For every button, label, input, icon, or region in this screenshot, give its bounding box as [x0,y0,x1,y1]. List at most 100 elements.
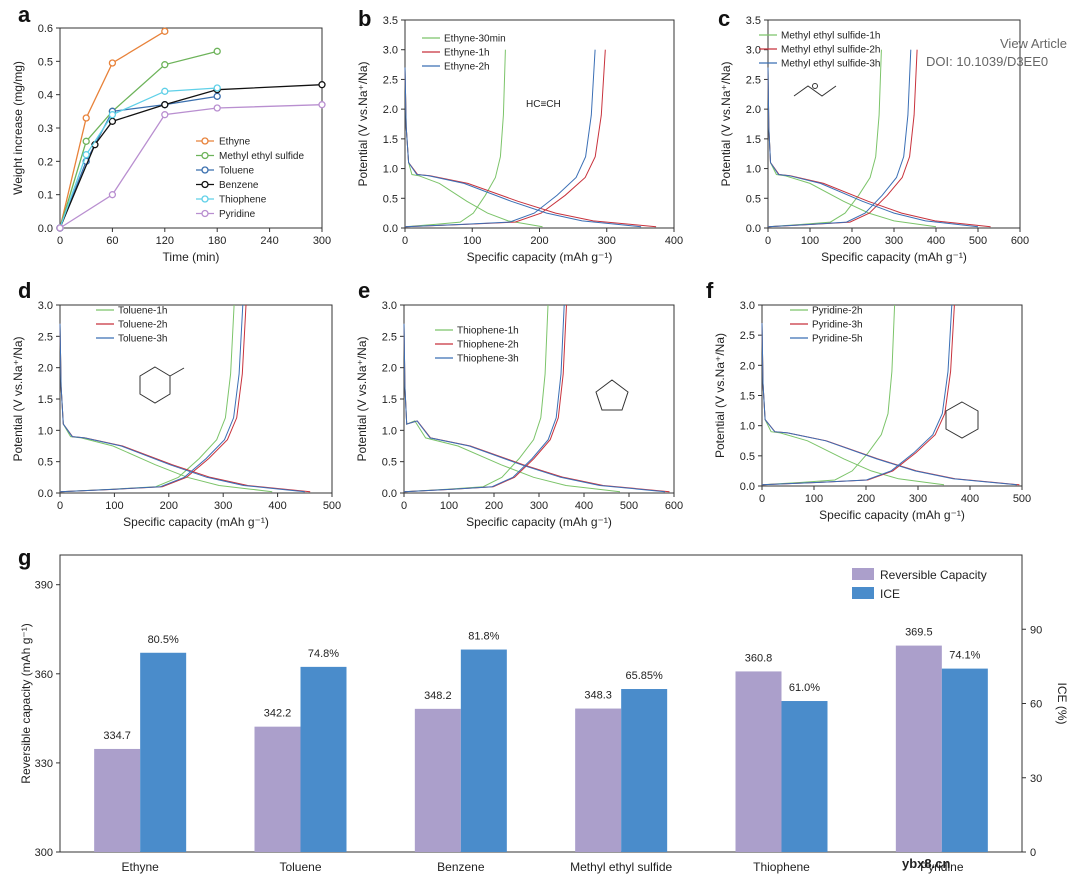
legend-marker [201,166,209,174]
legend-label: Pyridine [219,209,256,220]
legend-label: Ethyne-30min [444,34,506,45]
category-label: Pyridine [920,860,964,874]
y2-tick-label: 30 [1030,773,1042,785]
legend-marker [201,151,209,160]
y-tick-label: 1.5 [382,394,397,406]
bar-capacity-label: 348.3 [584,690,612,702]
x-tick-label: 300 [313,235,331,247]
x-tick-label: 120 [156,235,174,247]
y-tick-label: 0.5 [382,457,397,469]
y-tick-label: 0.0 [746,223,761,235]
x-tick-label: 0 [402,235,408,247]
x-tick-label: 400 [665,235,683,247]
x-tick-label: 100 [805,493,823,505]
y-tick-label: 2.5 [383,74,398,86]
y2-tick-label: 0 [1030,847,1036,859]
data-point [82,137,90,145]
discharge-curve-2 [761,323,1017,486]
bar-capacity-label: 360.8 [745,652,773,664]
bar-capacity [94,748,141,852]
legend-label: Ethyne-2h [444,62,490,73]
legend-marker [201,137,209,145]
y-tick-label: 1.0 [740,421,755,433]
plot-frame-g [59,554,1023,853]
x-tick-label: 500 [969,235,987,247]
y-tick-label: 0.5 [383,193,398,205]
legend-label: Pyridine-3h [812,320,863,331]
y-axis-label: Reversible capacity (mAh g⁻¹) [19,623,33,783]
sulfur-atom [812,83,818,89]
x-tick-label: 500 [1013,493,1031,505]
legend-label: Pyridine-5h [812,334,863,345]
x-tick-label: 0 [759,493,765,505]
legend-label: Ethyne [219,137,251,148]
y-tick-label: 2.0 [38,363,53,375]
data-point [161,61,169,69]
y-axis-label: Potential (V vs.Na⁺/Na) [719,61,733,186]
y-tick-label: 0.2 [38,156,53,168]
category-label: Methyl ethyl sulfide [570,860,672,874]
y-tick-label: 0.0 [383,223,398,235]
category-label: Ethyne [121,860,159,874]
y-tick-label: 1.5 [746,134,761,146]
methyl-bond [169,367,185,377]
legend-label: Thiophene-2h [457,340,519,351]
x-tick-label: 300 [598,235,616,247]
x-tick-label: 100 [801,235,819,247]
discharge-curve-2 [404,67,642,228]
bar-ice-label: 61.0% [789,682,820,694]
bar-ice [781,701,828,852]
x-axis-label: Time (min) [163,250,220,264]
data-point [213,92,221,100]
data-point [161,27,169,35]
discharge-curve-2 [59,323,305,493]
bar-ice-label: 74.1% [949,650,980,662]
legend-label: Methyl ethyl sulfide-1h [781,31,881,42]
y-tick-label: 390 [35,580,53,592]
y-tick-label: 0.0 [38,488,53,500]
series-line-0 [59,30,166,229]
discharge-curve-1 [761,323,1020,486]
y-axis-label: Potential (V vs.Na⁺/Na) [356,61,370,186]
x-tick-label: 0 [765,235,771,247]
panel-letter-c: c [718,6,730,31]
y-tick-label: 0.4 [38,90,53,102]
x-tick-label: 500 [620,500,638,512]
bar-ice [140,652,187,852]
data-point [318,101,326,109]
discharge-curve-2 [403,323,666,493]
plot-frame-f [761,304,1023,487]
charge-curve-2 [767,49,912,228]
bar-ice [300,666,347,852]
legend-label: Methyl ethyl sulfide [219,151,304,162]
legend-label: Toluene-1h [118,306,167,317]
chart-c: 0 100 200 300 400 500 600 0.0 0.5 1.0 1.5 2.0 2.5 3.0… [719,15,1029,264]
panel-letter-a: a [18,2,31,27]
y-tick-label: 330 [35,758,53,770]
series-line-5 [59,104,323,229]
y-axis-label: Potential (V vs.Na⁺/Na) [713,333,727,458]
chart-f: 0 100 200 300 400 500 0.0 0.5 1.0 1.5 2.0 2.5 3.0 Spe… [713,300,1031,522]
x-tick-label: 300 [909,493,927,505]
y-tick-label: 0.1 [38,190,53,202]
y-tick-label: 3.0 [382,300,397,312]
x-tick-label: 500 [323,500,341,512]
y-tick-label: 2.5 [740,330,755,342]
view-article-link[interactable]: View Article [1000,36,1067,51]
x-tick-label: 0 [57,500,63,512]
data-point [108,111,117,119]
charge-curve-0 [404,49,506,228]
x-tick-label: 0 [57,235,63,247]
legend-swatch-capacity [852,568,874,580]
x-tick-label: 600 [665,500,683,512]
x-tick-label: 100 [463,235,481,247]
y-tick-label: 3.5 [383,15,398,27]
data-point [108,117,117,125]
category-label: Thiophene [753,860,810,874]
bar-ice [621,689,668,852]
x-tick-label: 300 [530,500,548,512]
x-tick-label: 200 [160,500,178,512]
y-tick-label: 2.0 [740,360,755,372]
y-tick-label: 0.0 [38,223,53,235]
